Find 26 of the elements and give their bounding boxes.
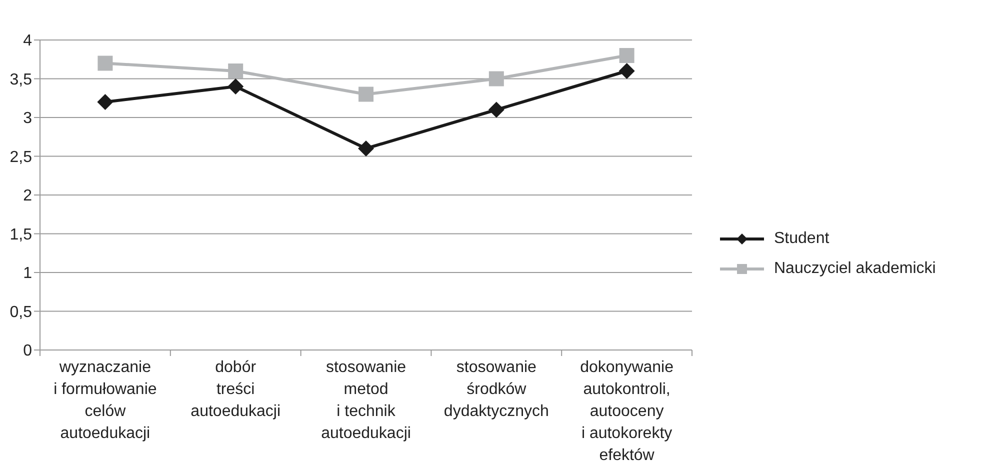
y-tick-label: 2,5 [10,148,32,166]
y-tick-label: 4 [23,32,32,50]
x-tick-label: stosowanie metod i technik autoedukacji [321,359,411,442]
x-tick-label: stosowanie środków dydaktycznych [444,359,549,420]
y-tick-label: 1,5 [10,226,32,244]
y-tick-label: 1 [23,265,32,282]
legend-label: Student [774,230,830,248]
point [358,140,374,156]
point [488,71,504,86]
y-tick-label: 3,5 [10,71,32,88]
legend-label: Nauczyciel akademicki [774,260,936,278]
point [98,56,113,71]
point [228,78,244,94]
point [488,102,504,118]
x-tick-label: wyznaczanie i formułowanie celów autoedukacji [54,359,157,442]
x-tick-label: dobór treści autoedukacji [190,359,281,420]
y-tick-label: 2 [23,188,32,205]
y-tick-label: 0 [23,342,32,360]
y-tick-label: 0,5 [10,304,32,321]
point [618,63,635,79]
point [228,64,244,78]
point [358,86,374,102]
point [97,94,114,110]
y-tick-label: 3 [23,110,32,128]
x-tick-label: dokonywanie autokontroli, autooceny i autokorekty efektów [580,359,674,464]
point [619,48,634,63]
